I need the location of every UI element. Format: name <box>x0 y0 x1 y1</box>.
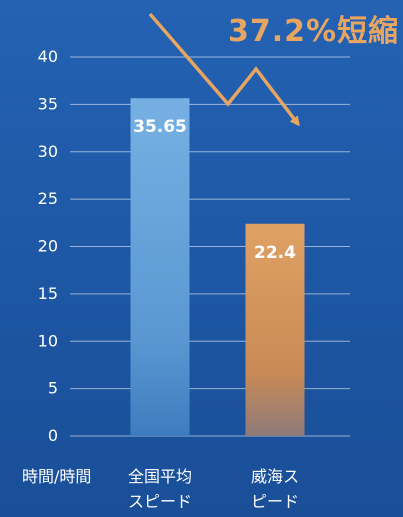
y-tick-label: 10 <box>38 331 58 350</box>
y-tick-label: 15 <box>38 284 58 303</box>
trend-arrow-icon <box>148 12 300 127</box>
data-label: 22.4 <box>254 243 296 263</box>
y-tick-label: 5 <box>48 379 58 398</box>
bar <box>245 223 305 436</box>
y-tick-label: 25 <box>38 189 58 208</box>
y-tick-label: 40 <box>38 47 58 66</box>
x-axis-labels: 全国平均スピード 威海スピード 時間/時間 <box>22 467 299 511</box>
reduction-headline: 37.2%短縮 <box>228 14 400 49</box>
bars <box>130 98 305 436</box>
y-tick-label: 0 <box>48 426 58 445</box>
data-labels: 35.65 22.4 <box>133 117 296 263</box>
x-tick-label: 全国平均スピード <box>128 467 192 511</box>
y-tick-label: 35 <box>38 94 58 113</box>
data-label: 35.65 <box>133 117 187 137</box>
unit-label: 時間/時間 <box>22 467 91 486</box>
y-axis-ticks: 0 5 10 15 20 25 30 35 40 <box>38 47 58 445</box>
gridlines <box>70 56 350 437</box>
y-tick-label: 20 <box>38 237 58 256</box>
x-tick-label: 威海スピード <box>251 467 299 511</box>
y-tick-label: 30 <box>38 142 58 161</box>
bar <box>130 98 190 436</box>
